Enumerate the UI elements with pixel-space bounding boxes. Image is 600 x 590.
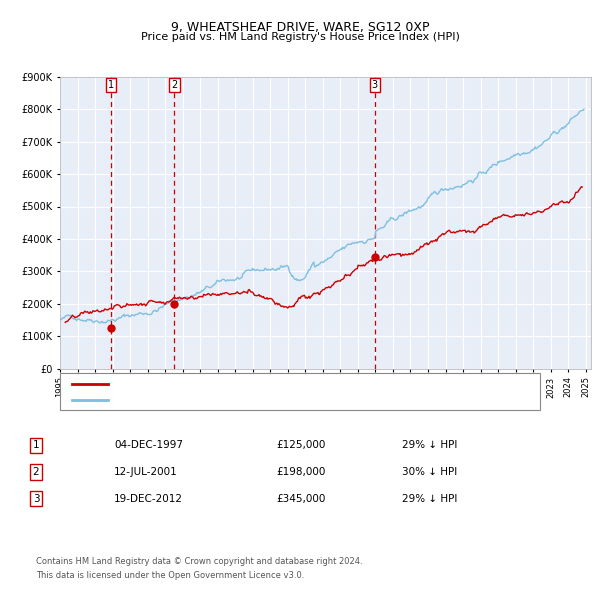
Text: 9, WHEATSHEAF DRIVE, WARE, SG12 0XP: 9, WHEATSHEAF DRIVE, WARE, SG12 0XP [171,21,429,34]
Text: 3: 3 [32,494,40,503]
Text: 1: 1 [108,80,114,90]
Text: HPI: Average price, detached house, East Hertfordshire: HPI: Average price, detached house, East… [114,395,383,405]
Text: 2: 2 [32,467,40,477]
Text: 04-DEC-1997: 04-DEC-1997 [114,441,183,450]
Text: 29% ↓ HPI: 29% ↓ HPI [402,441,457,450]
Text: £345,000: £345,000 [276,494,325,503]
Text: This data is licensed under the Open Government Licence v3.0.: This data is licensed under the Open Gov… [36,571,304,580]
Text: Price paid vs. HM Land Registry's House Price Index (HPI): Price paid vs. HM Land Registry's House … [140,32,460,42]
Text: 12-JUL-2001: 12-JUL-2001 [114,467,178,477]
Text: £198,000: £198,000 [276,467,325,477]
Text: 1: 1 [32,441,40,450]
Text: 2: 2 [172,80,178,90]
Text: 3: 3 [371,80,378,90]
Text: 30% ↓ HPI: 30% ↓ HPI [402,467,457,477]
Text: 9, WHEATSHEAF DRIVE, WARE, SG12 0XP (detached house): 9, WHEATSHEAF DRIVE, WARE, SG12 0XP (det… [114,379,404,389]
Text: 29% ↓ HPI: 29% ↓ HPI [402,494,457,503]
Text: 19-DEC-2012: 19-DEC-2012 [114,494,183,503]
Text: Contains HM Land Registry data © Crown copyright and database right 2024.: Contains HM Land Registry data © Crown c… [36,557,362,566]
Text: £125,000: £125,000 [276,441,325,450]
